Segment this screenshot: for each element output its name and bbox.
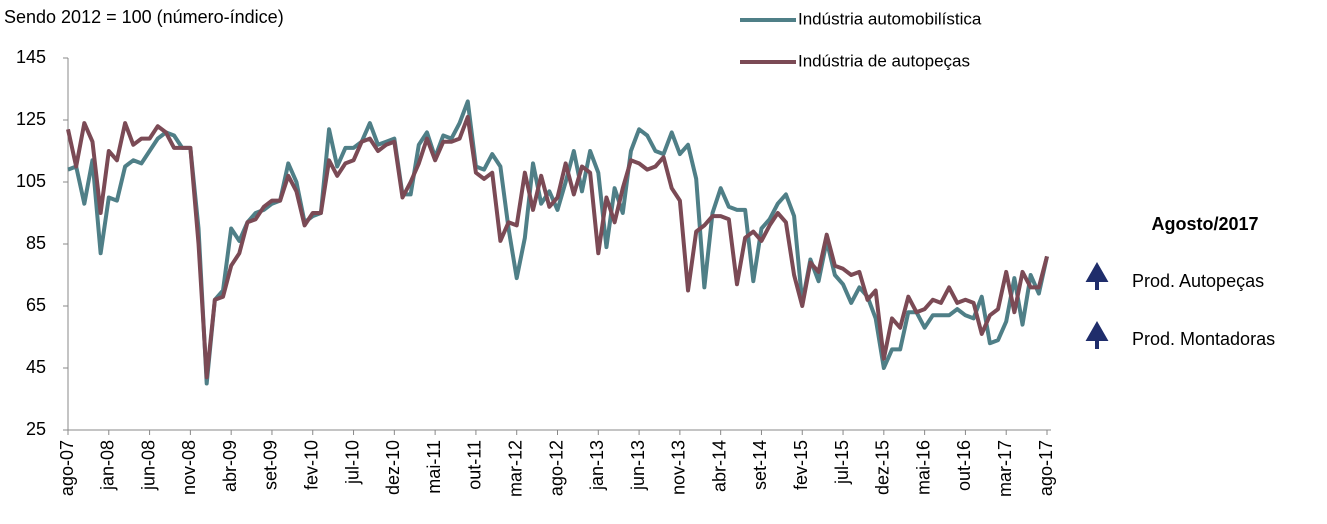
up-arrow	[1085, 320, 1109, 349]
legend-label: Indústria de autopeças	[798, 51, 970, 70]
x-tick-label: nov-08	[179, 440, 199, 495]
x-tick-label: jul-15	[832, 440, 852, 485]
x-tick-label: dez-10	[383, 440, 403, 495]
x-tick-label: mar-12	[505, 440, 525, 497]
x-tick-label: out-16	[954, 440, 974, 491]
x-tick-label: fev-15	[791, 440, 811, 490]
x-tick-label: jun-08	[138, 440, 158, 491]
y-tick-label: 145	[16, 47, 46, 67]
legend-label: Indústria automobilística	[798, 9, 982, 28]
x-tick-label: fev-10	[302, 440, 322, 490]
x-tick-label: nov-13	[669, 440, 689, 495]
x-tick-label: abr-14	[709, 440, 729, 492]
panel-title: Agosto/2017	[1151, 214, 1258, 234]
x-tick-label: set-14	[750, 440, 770, 490]
x-tick-label: jan-13	[587, 440, 607, 491]
x-tick-label: ago-12	[546, 440, 566, 496]
y-tick-label: 45	[26, 357, 46, 377]
x-tick-label: mai-11	[424, 440, 444, 494]
y-tick-label: 125	[16, 109, 46, 129]
x-tick-label: dez-15	[873, 440, 893, 495]
x-tick-label: abr-09	[220, 440, 240, 492]
y-tick-label: 65	[26, 295, 46, 315]
panel-item: Prod. Montadoras	[1132, 329, 1275, 349]
y-tick-label: 85	[26, 233, 46, 253]
x-tick-label: jan-08	[98, 440, 118, 491]
up-arrow	[1085, 261, 1109, 290]
x-tick-label: jul-10	[342, 440, 362, 485]
x-tick-label: set-09	[261, 440, 281, 490]
x-tick-label: out-11	[465, 440, 485, 490]
y-tick-label: 25	[26, 419, 46, 439]
x-tick-label: ago-17	[1036, 440, 1056, 496]
series-line	[67, 99, 1049, 386]
panel-item: Prod. Autopeças	[1132, 271, 1264, 291]
chart-subtitle: Sendo 2012 = 100 (número-índice)	[4, 7, 284, 27]
series-line	[66, 114, 1049, 380]
y-tick-label: 105	[16, 171, 46, 191]
x-tick-label: mar-17	[995, 440, 1015, 497]
x-tick-label: jun-13	[628, 440, 648, 491]
x-tick-label: ago-07	[57, 440, 77, 496]
x-tick-label: mai-16	[913, 440, 933, 495]
